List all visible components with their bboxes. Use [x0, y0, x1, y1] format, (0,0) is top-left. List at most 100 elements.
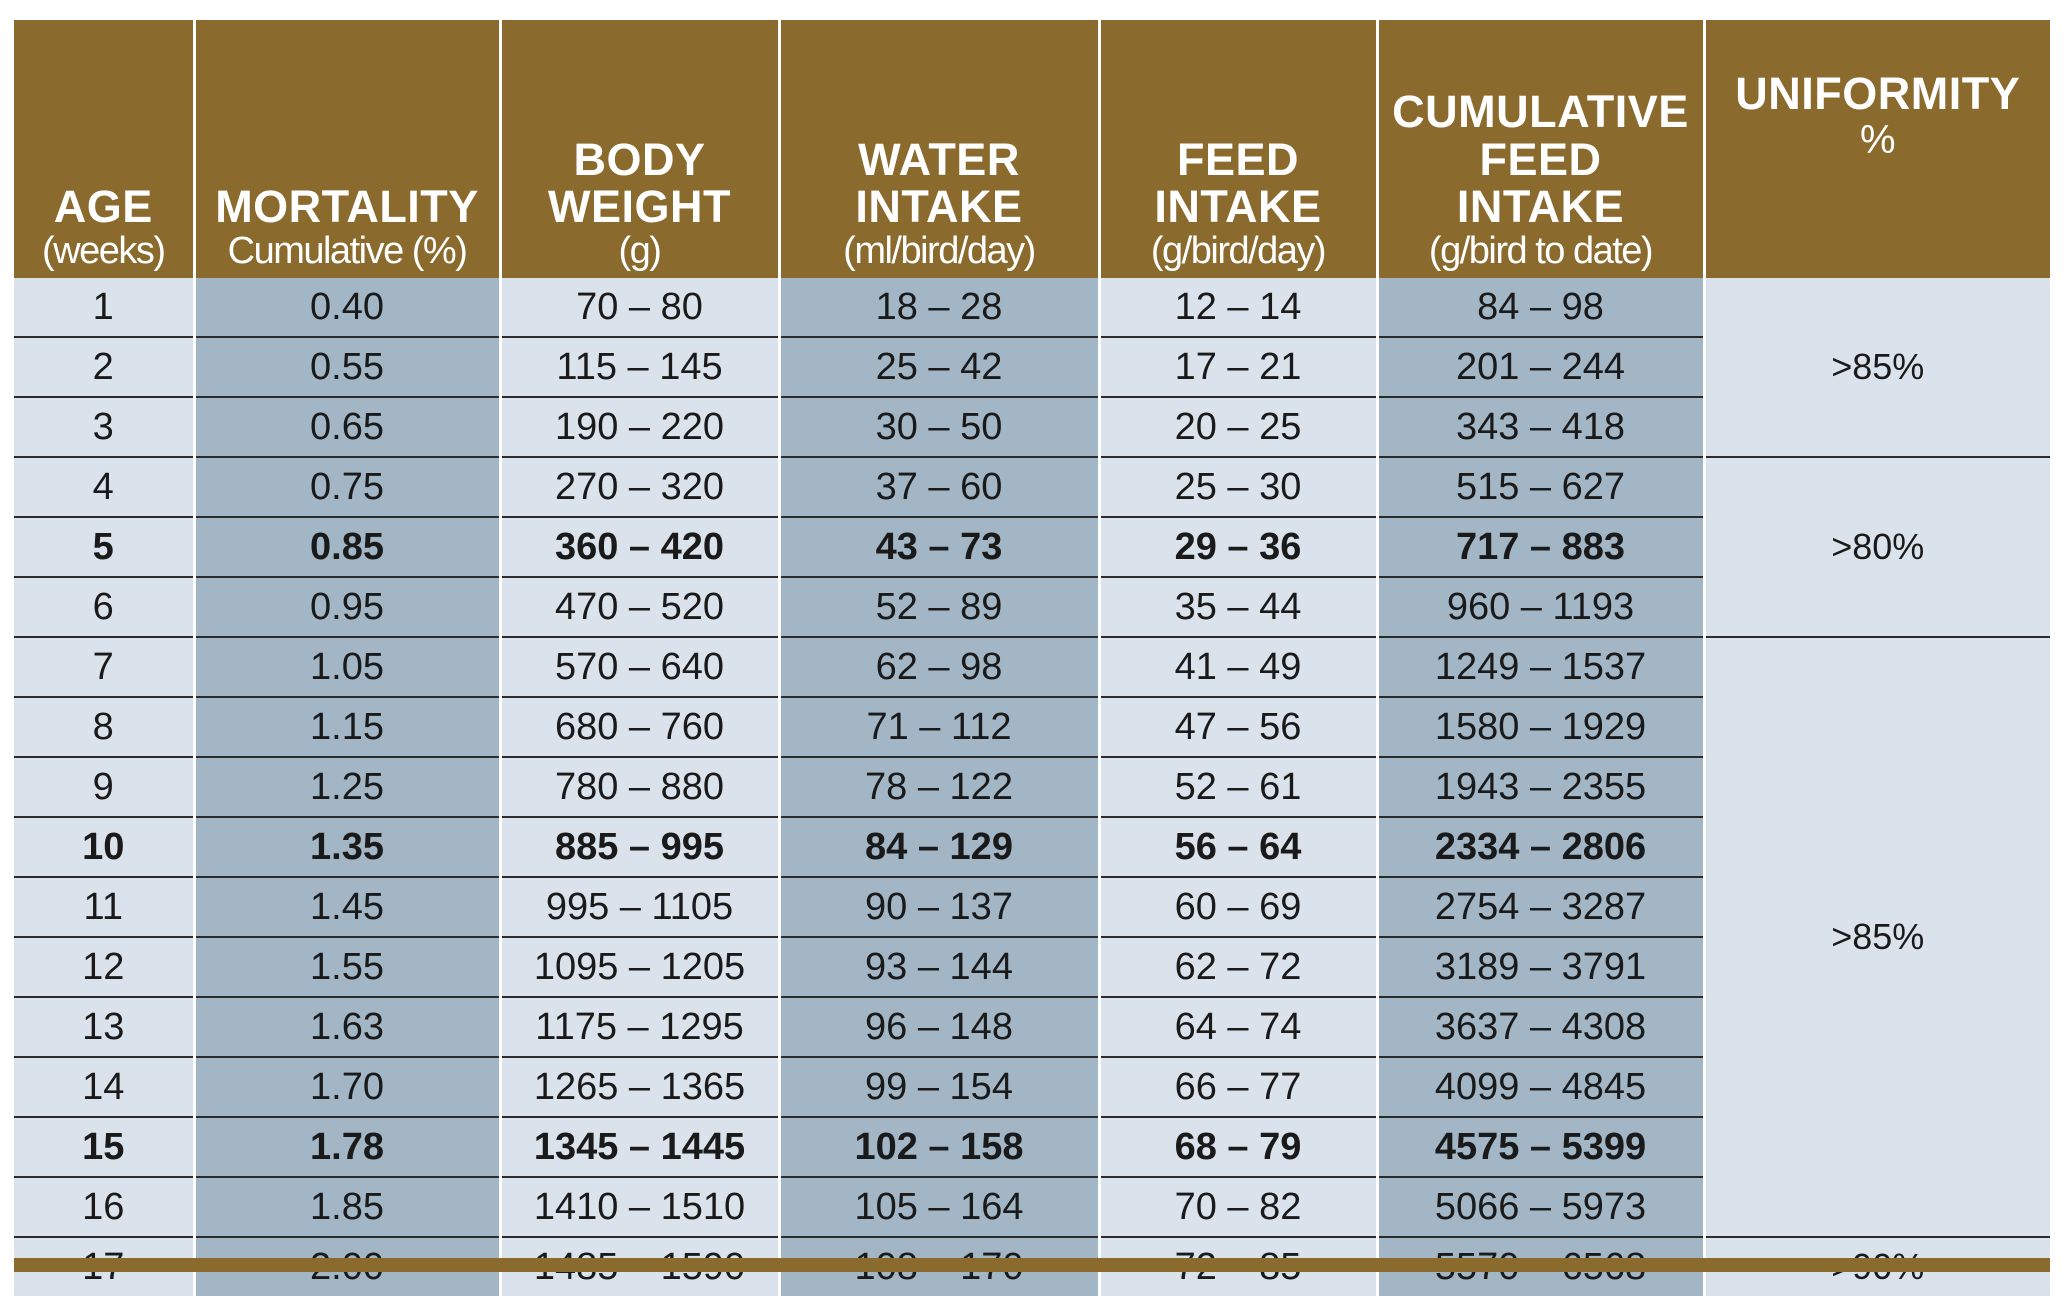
mortality-cell: 1.55 [192, 937, 500, 998]
table-row: 1 0.40 70 – 80 18 – 28 12 – 14 84 – 98 >85% [14, 278, 2050, 458]
header-feed-intake-title-2: INTAKE [1154, 180, 1322, 232]
mortality-cell: 0.65 [192, 397, 500, 458]
mortality-cell: 0.55 [192, 337, 500, 398]
mortality-cell: 1.15 [192, 697, 500, 758]
table-row: 5 0.85 360 – 420 43 – 73 29 – 36 717 – 883 [14, 517, 2050, 578]
feed-intake-cell: 70 – 82 [1097, 1177, 1377, 1238]
body-weight-cell: 1095 – 1205 [498, 937, 779, 998]
header-body-weight: BODY WEIGHT (g) [498, 20, 779, 278]
water-intake-cell: 25 – 42 [777, 337, 1099, 398]
table-row: 8 1.15 680 – 760 71 – 112 47 – 56 1580 – 1929 [14, 697, 2050, 758]
header-cumulative-feed: CUMULATIVE FEED INTAKE (g/bird to date) [1375, 20, 1704, 278]
cumulative-feed-cell: 343 – 418 [1375, 397, 1704, 458]
header-feed-intake: FEED INTAKE (g/bird/day) [1097, 20, 1377, 278]
cumulative-feed-cell: 201 – 244 [1375, 337, 1704, 398]
feed-intake-cell: 56 – 64 [1097, 817, 1377, 878]
mortality-cell: 1.35 [192, 817, 500, 878]
mortality-cell: 1.63 [192, 997, 500, 1058]
feed-intake-cell: 64 – 74 [1097, 997, 1377, 1058]
body-weight-cell: 115 – 145 [498, 337, 779, 398]
age-cell: 2 [14, 337, 194, 398]
table-body: 1 0.40 70 – 80 18 – 28 12 – 14 84 – 98 >85% 2 0.… [14, 278, 2050, 1296]
age-cell: 14 [14, 1057, 194, 1118]
water-intake-cell: 71 – 112 [777, 697, 1099, 758]
mortality-cell: 0.95 [192, 577, 500, 638]
header-mortality: MORTALITY Cumulative (%) [192, 20, 500, 278]
table-row: 4 0.75 270 – 320 37 – 60 25 – 30 515 – 627 >80… [14, 457, 2050, 638]
mortality-cell: 0.75 [192, 457, 500, 518]
age-cell: 1 [14, 278, 194, 338]
cumulative-feed-cell: 1943 – 2355 [1375, 757, 1704, 818]
water-intake-cell: 102 – 158 [777, 1117, 1099, 1178]
age-cell: 13 [14, 997, 194, 1058]
header-uniformity-unit: % [1859, 118, 1896, 163]
cumulative-feed-cell: 960 – 1193 [1375, 577, 1704, 638]
bottom-rule [14, 1258, 2050, 1272]
table-row: 14 1.70 1265 – 1365 99 – 154 66 – 77 4099 – 4… [14, 1057, 2050, 1118]
water-intake-cell: 52 – 89 [777, 577, 1099, 638]
header-age: AGE (weeks) [14, 20, 194, 278]
table-row: 11 1.45 995 – 1105 90 – 137 60 – 69 2754 – 32… [14, 877, 2050, 938]
feed-intake-cell: 12 – 14 [1097, 278, 1377, 338]
water-intake-cell: 78 – 122 [777, 757, 1099, 818]
header-uniformity-title: UNIFORMITY [1735, 68, 2021, 119]
cumulative-feed-cell: 3189 – 3791 [1375, 937, 1704, 998]
header-water-intake-title-1: WATER [858, 133, 1020, 185]
feed-intake-cell: 62 – 72 [1097, 937, 1377, 998]
body-weight-cell: 360 – 420 [498, 517, 779, 578]
table-row: 10 1.35 885 – 995 84 – 129 56 – 64 2334 – 280… [14, 817, 2050, 878]
water-intake-cell: 93 – 144 [777, 937, 1099, 998]
cumulative-feed-cell: 2334 – 2806 [1375, 817, 1704, 878]
cumulative-feed-cell: 515 – 627 [1375, 457, 1704, 518]
table-row: 2 0.55 115 – 145 25 – 42 17 – 21 201 – 244 [14, 337, 2050, 398]
table-row: 9 1.25 780 – 880 78 – 122 52 – 61 1943 – 2355 [14, 757, 2050, 818]
mortality-cell: 1.70 [192, 1057, 500, 1118]
mortality-cell: 1.85 [192, 1177, 500, 1238]
feed-intake-cell: 60 – 69 [1097, 877, 1377, 938]
mortality-cell: 0.40 [192, 278, 500, 338]
table-row: 16 1.85 1410 – 1510 105 – 164 70 – 82 5066 – … [14, 1177, 2050, 1238]
cumulative-feed-cell: 3637 – 4308 [1375, 997, 1704, 1058]
feed-intake-cell: 47 – 56 [1097, 697, 1377, 758]
body-weight-cell: 1175 – 1295 [498, 997, 779, 1058]
header-body-weight-unit: (g) [618, 230, 662, 273]
age-cell: 3 [14, 397, 194, 458]
header-age-title: AGE [53, 180, 153, 232]
age-cell: 10 [14, 817, 194, 878]
age-cell: 6 [14, 577, 194, 638]
mortality-cell: 1.05 [192, 637, 500, 698]
body-weight-cell: 780 – 880 [498, 757, 779, 818]
water-intake-cell: 90 – 137 [777, 877, 1099, 938]
header-cumulative-feed-title-1: CUMULATIVE [1392, 86, 1689, 138]
table-row: 15 1.78 1345 – 1445 102 – 158 68 – 79 4575 – … [14, 1117, 2050, 1178]
header-feed-intake-title-1: FEED [1176, 133, 1299, 185]
table-row: 13 1.63 1175 – 1295 96 – 148 64 – 74 3637 – 4… [14, 997, 2050, 1058]
feed-intake-cell: 35 – 44 [1097, 577, 1377, 638]
age-cell: 5 [14, 517, 194, 578]
header-body-weight-title-1: BODY [573, 133, 706, 185]
uniformity-cell: >85% [1702, 278, 2050, 458]
cumulative-feed-cell: 2754 – 3287 [1375, 877, 1704, 938]
water-intake-cell: 18 – 28 [777, 278, 1099, 338]
table-row: 12 1.55 1095 – 1205 93 – 144 62 – 72 3189 – 3… [14, 937, 2050, 998]
age-cell: 15 [14, 1117, 194, 1178]
water-intake-cell: 30 – 50 [777, 397, 1099, 458]
header-body-weight-title-2: WEIGHT [548, 180, 731, 232]
age-cell: 7 [14, 637, 194, 698]
body-weight-cell: 470 – 520 [498, 577, 779, 638]
age-cell: 4 [14, 457, 194, 518]
age-cell: 11 [14, 877, 194, 938]
cumulative-feed-cell: 4099 – 4845 [1375, 1057, 1704, 1118]
feed-intake-cell: 66 – 77 [1097, 1057, 1377, 1118]
water-intake-cell: 99 – 154 [777, 1057, 1099, 1118]
header-mortality-title: MORTALITY [215, 180, 479, 232]
body-weight-cell: 995 – 1105 [498, 877, 779, 938]
age-cell: 8 [14, 697, 194, 758]
mortality-cell: 0.85 [192, 517, 500, 578]
age-cell: 12 [14, 937, 194, 998]
body-weight-cell: 190 – 220 [498, 397, 779, 458]
body-weight-cell: 680 – 760 [498, 697, 779, 758]
header-mortality-unit: Cumulative (%) [227, 230, 468, 273]
mortality-cell: 1.25 [192, 757, 500, 818]
header-cumulative-feed-title-2: FEED [1479, 133, 1602, 185]
